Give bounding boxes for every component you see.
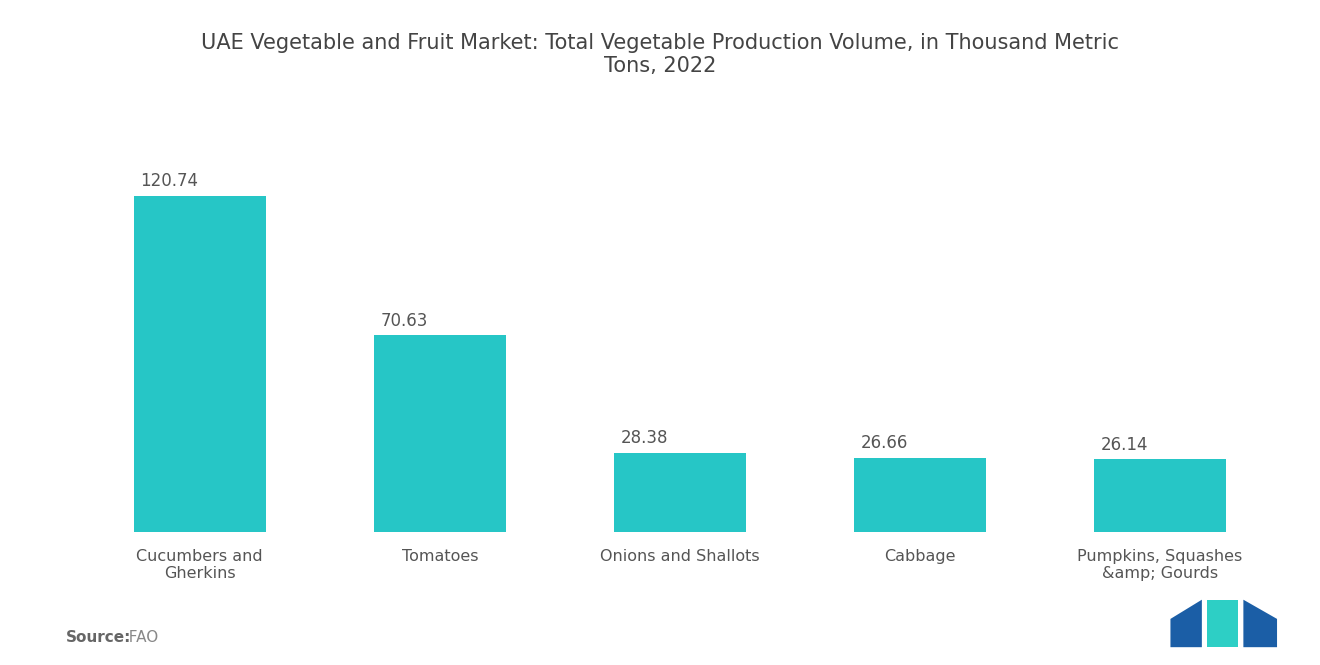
Polygon shape — [1208, 600, 1238, 647]
Text: Source:: Source: — [66, 630, 132, 645]
Polygon shape — [1171, 600, 1201, 647]
Text: 120.74: 120.74 — [140, 172, 198, 190]
Text: 26.14: 26.14 — [1101, 436, 1148, 454]
Bar — [133, 196, 265, 532]
Bar — [614, 453, 746, 532]
Bar — [1094, 459, 1226, 532]
Polygon shape — [1243, 600, 1276, 647]
Text: 26.66: 26.66 — [861, 434, 908, 452]
Bar — [374, 335, 506, 532]
Bar — [854, 458, 986, 532]
Text: FAO: FAO — [119, 630, 158, 645]
Text: 70.63: 70.63 — [380, 312, 428, 330]
Text: 28.38: 28.38 — [620, 430, 668, 448]
Text: UAE Vegetable and Fruit Market: Total Vegetable Production Volume, in Thousand M: UAE Vegetable and Fruit Market: Total Ve… — [201, 33, 1119, 76]
